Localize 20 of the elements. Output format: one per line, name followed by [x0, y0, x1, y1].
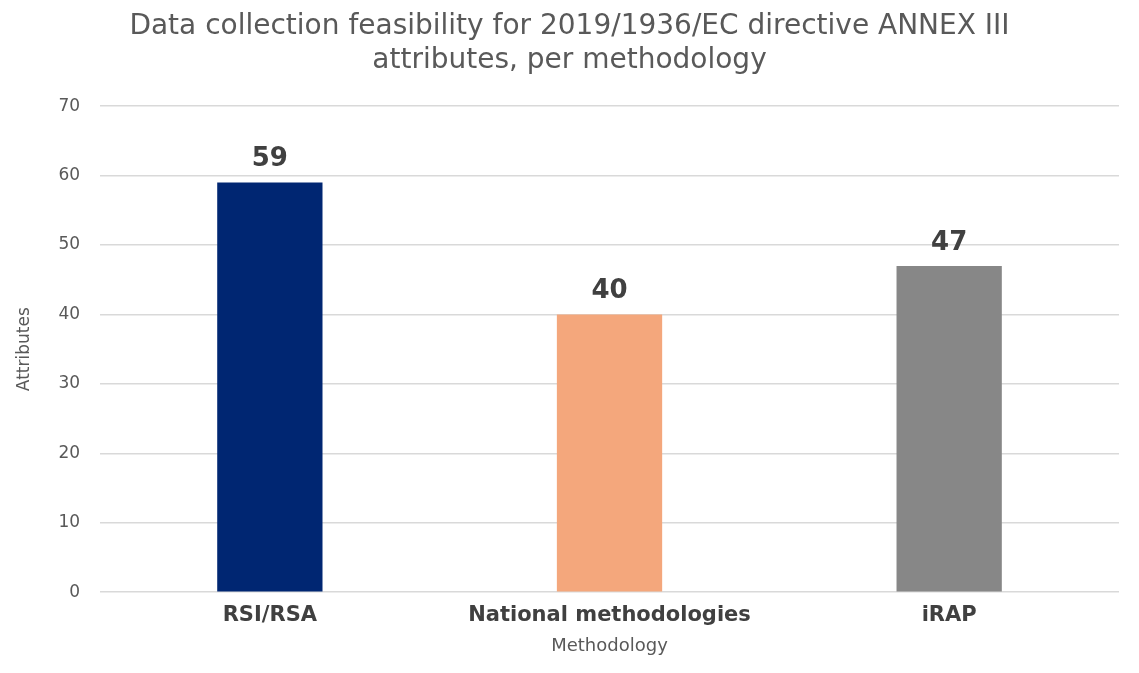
bar	[217, 182, 323, 592]
y-axis-title: Attributes	[12, 307, 33, 392]
y-tick-label: 70	[58, 94, 81, 115]
y-tick-label: 0	[69, 580, 81, 601]
y-tick-label: 40	[58, 302, 81, 323]
x-tick-label: National methodologies	[468, 602, 751, 627]
bar	[556, 314, 663, 592]
data-label: 40	[591, 274, 628, 305]
y-tick-label: 20	[58, 441, 81, 462]
data-label: 47	[931, 225, 968, 256]
data-label: 59	[251, 142, 288, 173]
y-tick-label: 30	[58, 372, 81, 393]
x-axis-title: Methodology	[551, 633, 669, 655]
y-tick-label: 50	[58, 233, 81, 254]
bar	[896, 265, 1002, 592]
chart-title: Data collection feasibility for 2019/1936/EC directive ANNEX III attributes, per methodology	[128, 8, 1011, 76]
y-tick-label: 10	[58, 511, 81, 532]
y-tick-label: 60	[58, 164, 81, 185]
x-tick-label: RSI/RSA	[222, 602, 318, 627]
x-tick-label: iRAP	[921, 602, 977, 627]
